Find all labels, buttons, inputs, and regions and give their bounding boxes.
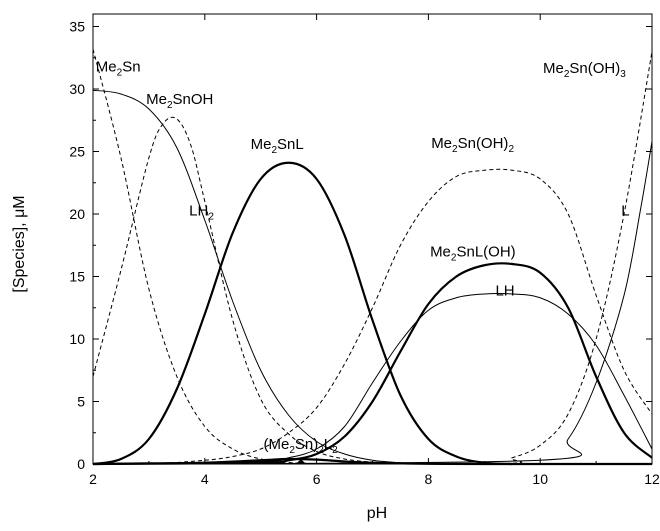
series-line-me2snl-oh xyxy=(92,262,653,466)
y-tick-label: 0 xyxy=(77,456,85,472)
x-tick-label: 12 xyxy=(644,471,660,487)
y-tick-label: 5 xyxy=(77,394,85,410)
series-label: Me2Sn xyxy=(96,59,141,79)
series-label: LH2 xyxy=(189,202,214,222)
y-tick-label: 30 xyxy=(69,81,85,97)
series-label: LH xyxy=(495,282,514,299)
x-tick-label: 8 xyxy=(425,471,433,487)
y-axis-title: [Species], μM xyxy=(11,195,28,292)
x-axis-title: pH xyxy=(367,505,387,522)
y-tick-label: 15 xyxy=(69,269,85,285)
series-line-l xyxy=(92,141,653,465)
series-line-me2sn-2l2 xyxy=(92,457,652,466)
series-label: Me2SnL xyxy=(251,136,304,156)
series-label: Me2Sn(OH)2 xyxy=(431,135,514,155)
series-label: (Me2Sn)2L2 xyxy=(263,436,338,456)
y-tick-label: 10 xyxy=(69,331,85,347)
y-tick-label: 20 xyxy=(69,206,85,222)
series-line-me2sn-oh-2 xyxy=(92,168,653,465)
plot-frame xyxy=(92,13,653,465)
series-line-me2snl xyxy=(92,161,513,466)
series-layer xyxy=(92,48,653,466)
y-tick-label: 35 xyxy=(69,19,85,35)
x-tick-label: 4 xyxy=(201,471,209,487)
x-tick-label: 2 xyxy=(89,471,97,487)
x-tick-label: 10 xyxy=(532,471,548,487)
y-tick-label: 25 xyxy=(69,144,85,160)
series-line-me2snoh xyxy=(92,116,429,465)
series-line-me2sn xyxy=(92,48,373,465)
series-label: Me2Sn(OH)3 xyxy=(543,60,626,80)
series-label: L xyxy=(621,202,629,219)
axes: 2 4 6 8 10 12 0 5 10 15 20 25 30 35 xyxy=(69,13,660,487)
series-line-lh2 xyxy=(92,89,429,465)
series-label: Me2SnOH xyxy=(146,91,213,111)
x-tick-label: 6 xyxy=(313,471,321,487)
dimer-marker xyxy=(296,459,305,463)
series-line-lh xyxy=(92,293,653,465)
series-label: Me2SnL(OH) xyxy=(430,244,516,264)
